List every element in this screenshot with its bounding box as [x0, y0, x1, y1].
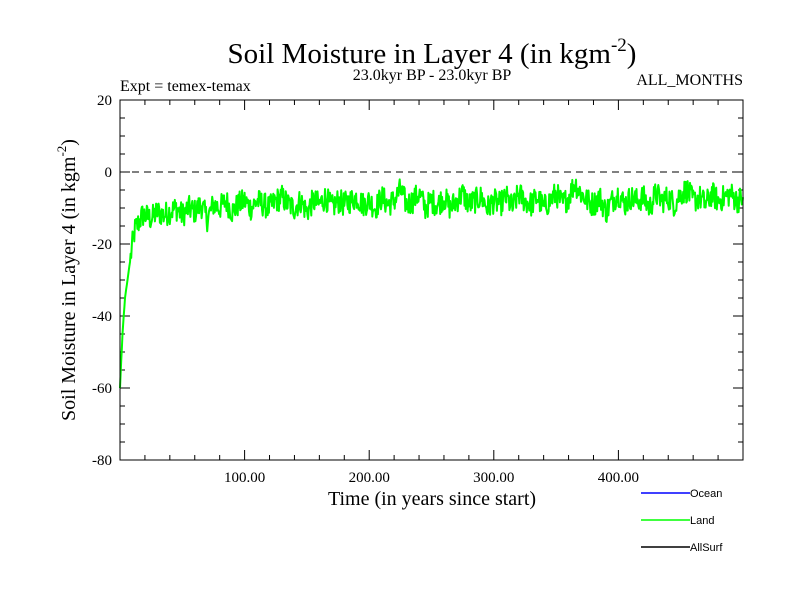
- months-label: ALL_MONTHS: [636, 72, 743, 89]
- y-tick-label: -40: [92, 309, 112, 325]
- land-series-line: [119, 178, 744, 389]
- legend-label-allsurf: AllSurf: [690, 542, 723, 554]
- chart-title: Soil Moisture in Layer 4 (in kgm-2): [228, 35, 637, 70]
- y-tick-label: 0: [105, 165, 113, 181]
- x-axis-label: Time (in years since start): [328, 488, 536, 510]
- y-axis-label-close: ): [58, 139, 80, 146]
- x-tick-label: 200.00: [349, 470, 390, 486]
- y-tick-label: -80: [92, 453, 112, 469]
- x-tick-label: 100.00: [224, 470, 265, 486]
- chart-title-close: ): [627, 38, 637, 70]
- legend: Ocean Land AllSurf: [641, 488, 723, 554]
- experiment-label: Expt = temex-temax: [120, 78, 251, 95]
- x-tick-label: 400.00: [598, 470, 639, 486]
- legend-label-ocean: Ocean: [690, 488, 722, 500]
- chart-subtitle: 23.0kyr BP - 23.0kyr BP: [353, 67, 512, 84]
- y-tick-label: -20: [92, 237, 112, 253]
- y-axis-ticks: -80 -60 -40 -20 0 20: [92, 93, 743, 469]
- y-tick-label: -60: [92, 381, 112, 397]
- plot-frame: [119, 99, 744, 461]
- y-axis-label: Soil Moisture in Layer 4 (in kgm-2): [54, 139, 80, 421]
- x-axis-ticks: 100.00 200.00 300.00 400.00: [144, 100, 719, 486]
- y-axis-label-superscript: -2: [54, 146, 69, 157]
- legend-label-land: Land: [690, 515, 714, 527]
- x-tick-label: 300.00: [473, 470, 514, 486]
- y-tick-label: 20: [97, 93, 112, 109]
- chart-title-superscript: -2: [611, 35, 627, 56]
